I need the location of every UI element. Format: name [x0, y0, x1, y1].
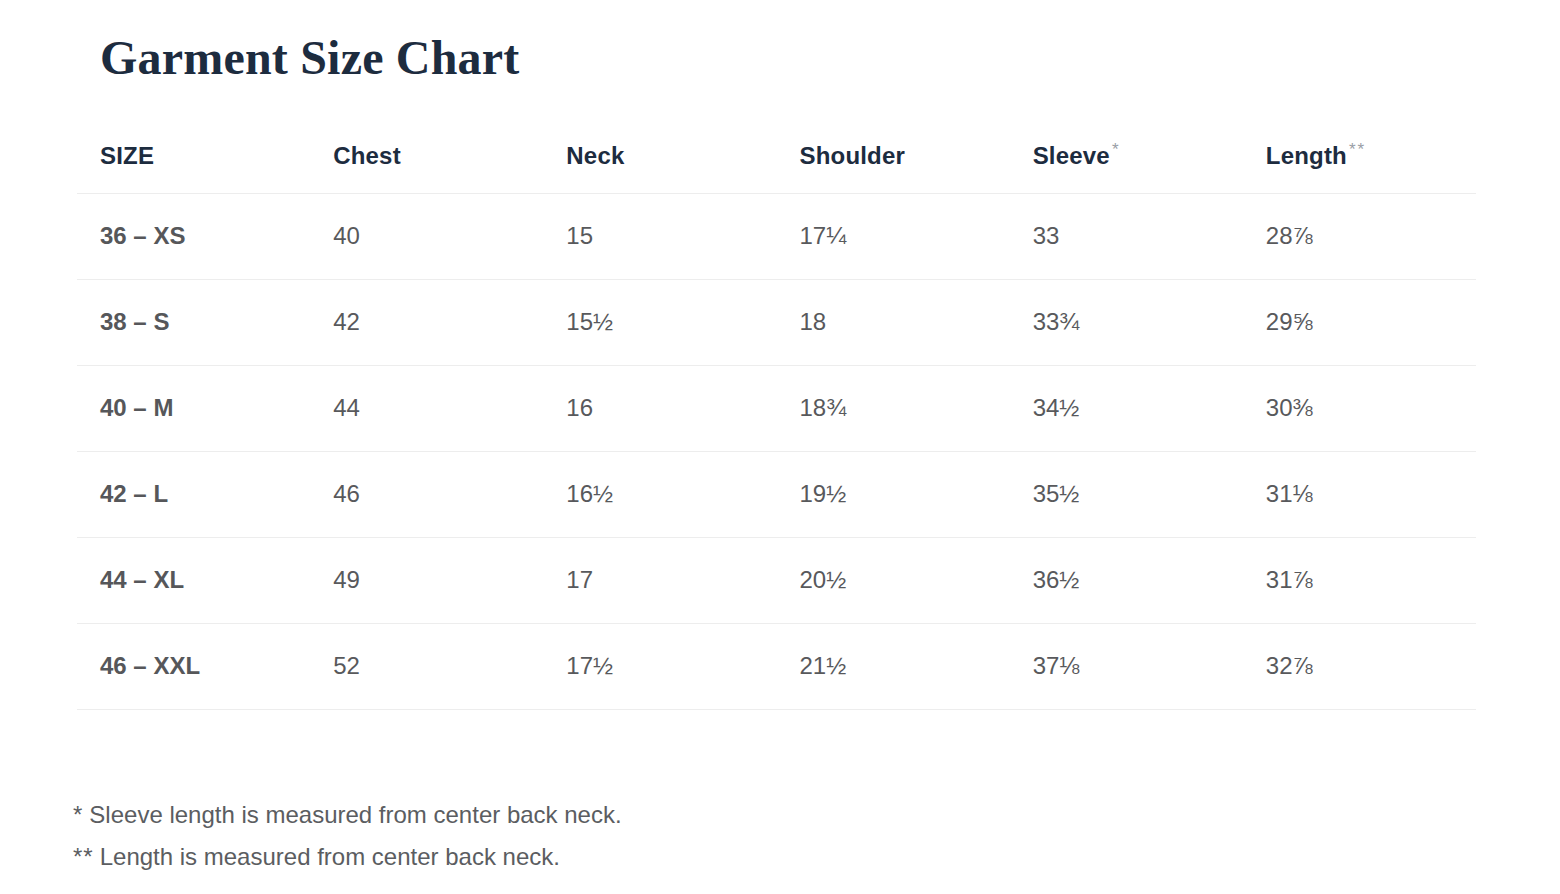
length-cell: 28⅞ [1243, 193, 1476, 279]
size-cell: 38 – S [77, 279, 310, 365]
table-header: SIZE Chest Neck Shoulder Sleeve* Length*… [77, 120, 1476, 193]
table-row: 36 – XS 40 15 17¼ 33 28⅞ [77, 193, 1476, 279]
footnote-marker: * [73, 794, 83, 836]
neck-cell: 17½ [543, 623, 776, 709]
sleeve-cell: 36½ [1010, 537, 1243, 623]
shoulder-cell: 19½ [776, 451, 1009, 537]
footnotes: *Sleeve length is measured from center b… [73, 794, 622, 878]
shoulder-cell: 18¾ [776, 365, 1009, 451]
table-row: 40 – M 44 16 18¾ 34½ 30⅜ [77, 365, 1476, 451]
sleeve-cell: 35½ [1010, 451, 1243, 537]
chest-cell: 40 [310, 193, 543, 279]
size-cell: 44 – XL [77, 537, 310, 623]
column-header-shoulder: Shoulder [776, 120, 1009, 193]
size-cell: 42 – L [77, 451, 310, 537]
neck-cell: 17 [543, 537, 776, 623]
neck-cell: 15 [543, 193, 776, 279]
table-row: 46 – XXL 52 17½ 21½ 37⅛ 32⅞ [77, 623, 1476, 709]
shoulder-cell: 18 [776, 279, 1009, 365]
chest-cell: 44 [310, 365, 543, 451]
table-row: 38 – S 42 15½ 18 33¾ 29⅝ [77, 279, 1476, 365]
footnote-sleeve: *Sleeve length is measured from center b… [73, 794, 622, 836]
table-row: 42 – L 46 16½ 19½ 35½ 31⅛ [77, 451, 1476, 537]
column-header-label: Shoulder [799, 142, 905, 169]
footnote-marker: ** [73, 836, 94, 878]
neck-cell: 15½ [543, 279, 776, 365]
footnote-text: Sleeve length is measured from center ba… [89, 801, 621, 828]
sleeve-cell: 33¾ [1010, 279, 1243, 365]
column-header-sleeve: Sleeve* [1010, 120, 1243, 193]
column-header-label: Sleeve [1033, 142, 1110, 169]
shoulder-cell: 21½ [776, 623, 1009, 709]
neck-cell: 16 [543, 365, 776, 451]
neck-cell: 16½ [543, 451, 776, 537]
garment-size-chart-page: Garment Size Chart SIZE Chest Neck Shoul… [0, 0, 1560, 894]
length-cell: 31⅞ [1243, 537, 1476, 623]
size-cell: 40 – M [77, 365, 310, 451]
length-cell: 31⅛ [1243, 451, 1476, 537]
sleeve-cell: 37⅛ [1010, 623, 1243, 709]
size-cell: 36 – XS [77, 193, 310, 279]
column-header-label: SIZE [100, 142, 154, 169]
footnote-text: Length is measured from center back neck… [100, 843, 560, 870]
length-cell: 32⅞ [1243, 623, 1476, 709]
column-header-neck: Neck [543, 120, 776, 193]
footnote-length: **Length is measured from center back ne… [73, 836, 622, 878]
chest-cell: 49 [310, 537, 543, 623]
sleeve-cell: 33 [1010, 193, 1243, 279]
sleeve-cell: 34½ [1010, 365, 1243, 451]
column-header-length: Length** [1243, 120, 1476, 193]
table-row: 44 – XL 49 17 20½ 36½ 31⅞ [77, 537, 1476, 623]
column-header-chest: Chest [310, 120, 543, 193]
column-header-label: Length [1266, 142, 1347, 169]
chest-cell: 52 [310, 623, 543, 709]
column-header-label: Chest [333, 142, 401, 169]
length-cell: 30⅜ [1243, 365, 1476, 451]
size-cell: 46 – XXL [77, 623, 310, 709]
column-header-label: Neck [566, 142, 624, 169]
header-row: SIZE Chest Neck Shoulder Sleeve* Length*… [77, 120, 1476, 193]
column-header-size: SIZE [77, 120, 310, 193]
shoulder-cell: 20½ [776, 537, 1009, 623]
chest-cell: 46 [310, 451, 543, 537]
page-title: Garment Size Chart [100, 32, 520, 85]
chest-cell: 42 [310, 279, 543, 365]
length-cell: 29⅝ [1243, 279, 1476, 365]
header-asterisk: * [1112, 140, 1121, 159]
shoulder-cell: 17¼ [776, 193, 1009, 279]
table-body: 36 – XS 40 15 17¼ 33 28⅞ 38 – S 42 15½ 1… [77, 193, 1476, 709]
header-asterisk: ** [1349, 140, 1366, 159]
size-chart-table: SIZE Chest Neck Shoulder Sleeve* Length*… [77, 120, 1476, 710]
